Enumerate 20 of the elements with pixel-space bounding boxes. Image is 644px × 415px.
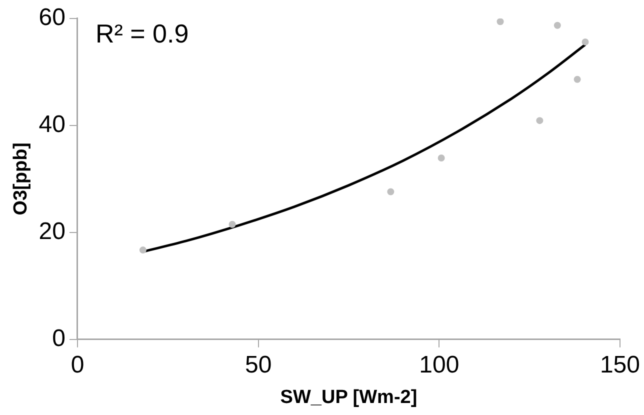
x-axis-title: SW_UP [Wm-2] <box>280 386 418 408</box>
point <box>438 154 445 162</box>
y-tick-label: 60 <box>38 4 66 32</box>
y-axis-title: O3[ppb] <box>10 142 32 216</box>
point <box>554 22 561 29</box>
point <box>496 18 504 26</box>
point <box>228 220 236 228</box>
x-tick-label: 150 <box>600 351 640 378</box>
annotation: R² = 0.9 <box>95 18 189 49</box>
x-tick-label: 50 <box>244 351 272 378</box>
point <box>139 246 146 254</box>
point <box>574 76 581 83</box>
x-tick-label: 0 <box>70 351 84 378</box>
x-tick-label: 100 <box>419 351 460 378</box>
y-tick-label: 0 <box>52 325 66 352</box>
point <box>582 38 589 46</box>
y-tick-label: 40 <box>38 111 66 138</box>
y-tick-label: 20 <box>38 218 66 246</box>
point <box>536 117 544 124</box>
point <box>387 188 394 196</box>
